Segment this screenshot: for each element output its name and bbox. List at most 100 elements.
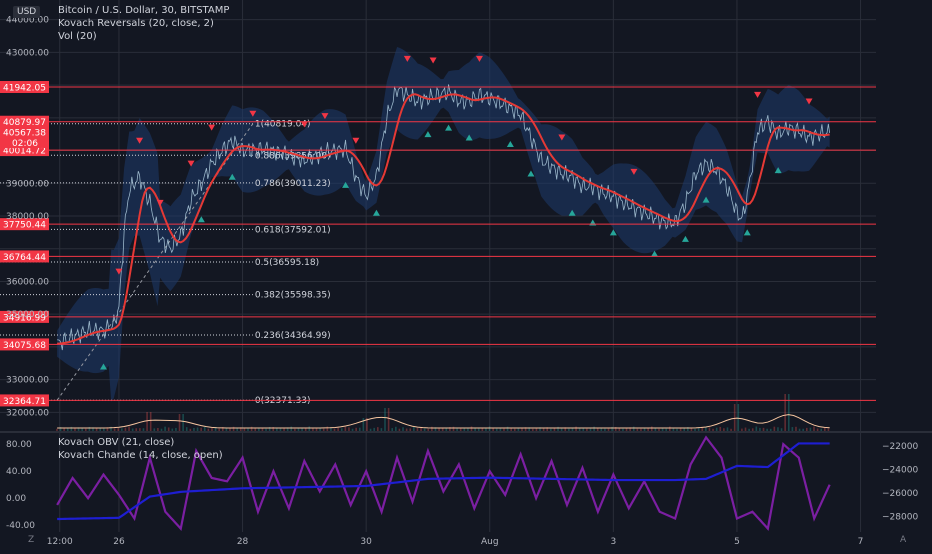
price-level-label: 34075.68	[3, 341, 46, 351]
volume-bar	[333, 428, 336, 432]
volume-bar	[294, 428, 296, 432]
volume-bar	[225, 428, 228, 432]
volume-bar	[510, 427, 512, 432]
volume-bar	[535, 427, 538, 432]
obv-axis-tick: −28000	[882, 513, 918, 523]
volume-bar	[139, 428, 141, 432]
volume-bar	[795, 426, 797, 432]
legend-volume[interactable]: Vol (20)	[58, 31, 97, 42]
volume-bar	[211, 428, 213, 432]
volume-bar	[348, 427, 350, 432]
legend-kovach-chande[interactable]: Kovach Chande (14, close, open)	[58, 450, 223, 461]
volume-bar	[593, 426, 595, 432]
volume-bar	[391, 428, 394, 432]
volume-bar	[780, 428, 783, 432]
sell-signal-arrow	[187, 160, 195, 167]
volume-bar	[809, 427, 812, 432]
volume-bar	[70, 426, 73, 432]
currency-badge[interactable]: USD	[13, 6, 41, 18]
fib-level-label: 0.618(37592.01)	[255, 225, 331, 235]
volume-bar	[622, 428, 624, 432]
volume-bar	[571, 428, 574, 432]
buy-signal-arrow	[651, 250, 659, 257]
price-level-tag	[0, 218, 49, 231]
volume-bar	[553, 427, 556, 432]
volume-bar	[575, 426, 577, 432]
oscillator-legend: Kovach OBV (21, close) Kovach Chande (14…	[58, 436, 223, 462]
last-price-tag	[0, 125, 49, 148]
volume-bar	[708, 427, 711, 432]
volume-bar	[301, 428, 303, 432]
volume-bar	[290, 426, 293, 432]
zoom-reset-icon[interactable]: Z	[28, 535, 35, 545]
buy-signal-arrow	[100, 363, 107, 370]
volume-bar	[423, 428, 426, 432]
volume-bar	[77, 427, 80, 432]
legend-symbol[interactable]: Bitcoin / U.S. Dollar, 30, BITSTAMP	[58, 5, 230, 16]
volume-bar	[528, 427, 531, 432]
legend-kovach-reversals[interactable]: Kovach Reversals (20, close, 2)	[58, 18, 214, 29]
volume-bar	[344, 426, 347, 432]
volume-bar	[160, 428, 163, 432]
volume-bar	[751, 428, 754, 432]
volume-bar	[654, 428, 657, 432]
price-level-label: 32364.71	[3, 397, 46, 407]
volume-bar	[431, 426, 433, 432]
price-axis-tick: 33000.00	[6, 376, 49, 386]
volume-bar	[481, 427, 484, 432]
kovach-ma-line	[57, 93, 830, 345]
volume-bar	[488, 426, 491, 432]
volume-bar	[636, 428, 639, 432]
price-level-label: 40879.97	[3, 118, 46, 128]
volume-bar	[744, 427, 747, 432]
horizontal-levels[interactable]: 41942.05 40879.97 40014.72 37750.44 36764.44…	[0, 80, 876, 407]
volume-bar	[470, 426, 473, 432]
volume-bar	[629, 427, 631, 432]
volume-bar	[117, 428, 120, 432]
sell-signal-arrow	[115, 268, 123, 275]
volume-bar	[467, 427, 469, 432]
buy-signal-arrow	[774, 167, 782, 174]
volume-bar	[405, 428, 408, 432]
volume-bar	[395, 426, 397, 432]
price-level-tag	[0, 394, 49, 407]
chande-line	[56, 435, 831, 531]
volume-bar	[337, 427, 339, 432]
volume-bar	[99, 428, 102, 432]
legend-kovach-obv[interactable]: Kovach OBV (21, close)	[58, 437, 175, 448]
obv-axis-tick: −24000	[882, 465, 918, 475]
volume-bar	[723, 428, 725, 432]
volume-bar	[146, 412, 148, 432]
time-axis-tick: 7	[858, 537, 864, 547]
price-line	[57, 84, 831, 351]
volume-bar	[358, 427, 361, 432]
volume-bar	[203, 426, 206, 432]
volume-bar	[679, 427, 682, 432]
volume-bar	[351, 428, 354, 432]
sell-signal-arrow	[805, 98, 813, 105]
time-axis-tick: Aug	[481, 537, 499, 547]
volume-bar	[647, 427, 649, 432]
obv-line	[57, 442, 830, 521]
auto-scale-icon[interactable]: A	[900, 535, 907, 545]
volume-bar	[121, 428, 123, 432]
volume-bar	[196, 427, 199, 432]
volume-bar	[604, 428, 606, 432]
volume-bar	[258, 427, 260, 432]
band-fill	[57, 46, 830, 402]
volume-bar	[676, 428, 678, 432]
bollinger-bands	[57, 46, 830, 402]
price-level-label: 41942.05	[3, 83, 46, 93]
sell-signal-arrow	[156, 199, 164, 206]
volume-bar	[805, 427, 808, 432]
sell-signal-arrow	[630, 168, 638, 175]
sell-signal-arrow	[558, 134, 566, 141]
time-axis-tick: 5	[734, 537, 740, 547]
fib-level-label: 0.886(39856.00)	[255, 151, 331, 161]
volume-bar	[92, 427, 94, 432]
buy-signal-arrow	[372, 209, 380, 216]
volume-bar	[661, 427, 664, 432]
volume-bar	[157, 427, 159, 432]
